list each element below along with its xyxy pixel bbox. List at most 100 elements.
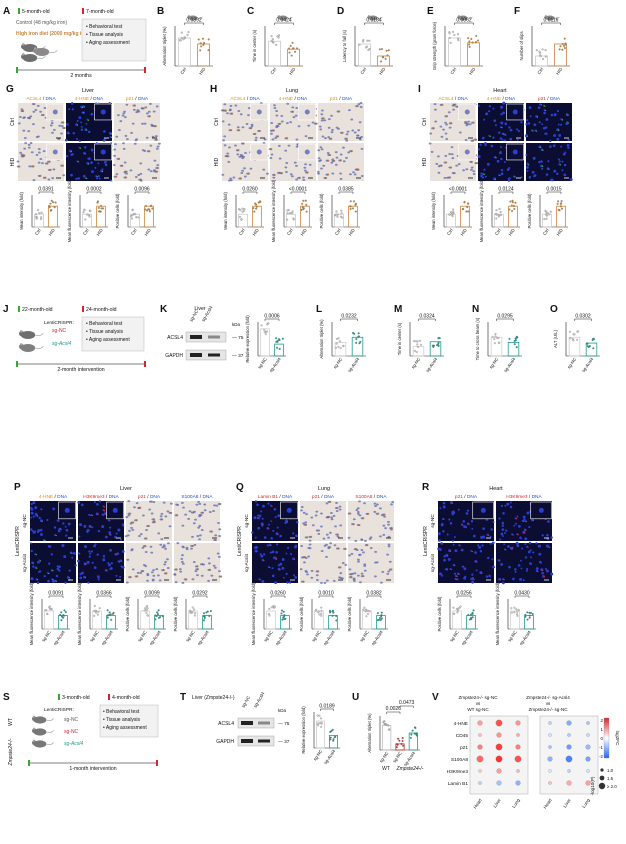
data-point — [355, 337, 358, 340]
nucleus — [507, 545, 510, 548]
nucleus — [528, 541, 532, 545]
data-point — [449, 41, 452, 44]
nucleus — [136, 109, 140, 112]
nucleus — [140, 107, 144, 110]
nucleus — [391, 501, 395, 504]
nucleus — [329, 542, 332, 545]
inset-cell — [256, 109, 262, 115]
nucleus — [221, 173, 225, 176]
data-point — [83, 208, 86, 211]
signal — [567, 122, 569, 124]
nucleus — [334, 163, 338, 166]
nucleus — [181, 554, 184, 557]
nucleus — [37, 560, 40, 564]
nucleus — [78, 535, 81, 538]
stain-title: S100A8 / DNA — [355, 494, 387, 500]
stain — [337, 547, 340, 550]
data-point — [577, 330, 580, 333]
x-tick-label: sg-Acsl4 — [274, 629, 288, 646]
bar-sg-NC — [266, 610, 276, 630]
data-point — [88, 215, 91, 218]
nucleus — [336, 535, 340, 538]
nucleus — [388, 560, 392, 563]
stain — [328, 153, 332, 157]
nucleus — [80, 503, 84, 507]
nucleus — [36, 104, 40, 107]
nucleus — [508, 126, 511, 129]
nucleus — [356, 510, 360, 513]
data-point — [131, 217, 134, 220]
nucleus — [294, 576, 298, 579]
data-point — [202, 43, 205, 46]
nucleus — [145, 529, 148, 532]
nucleus — [481, 176, 485, 179]
nucleus — [347, 536, 351, 539]
stain — [132, 521, 135, 524]
data-point — [267, 322, 270, 325]
nucleus — [500, 168, 504, 172]
nucleus — [524, 542, 527, 546]
nucleus — [184, 513, 188, 516]
panel-letter-I: I — [418, 84, 421, 95]
stain — [358, 523, 361, 527]
nucleus — [444, 154, 448, 157]
nucleus — [561, 169, 564, 172]
quant-Q-0: Mean fluorescence intensity (fold) sg-NC s… — [251, 582, 292, 646]
data-point — [366, 45, 369, 48]
stain — [214, 538, 217, 542]
stain — [453, 104, 456, 107]
significance-bracket — [192, 595, 208, 598]
nucleus — [475, 569, 478, 572]
micrograph-background — [300, 543, 346, 583]
nucleus — [19, 151, 23, 154]
data-point — [382, 721, 385, 724]
data-point — [467, 37, 470, 40]
stain — [238, 129, 241, 132]
nucleus — [275, 114, 279, 117]
x-tick-label: sg-NC — [507, 630, 518, 643]
micrograph-if — [251, 500, 299, 541]
nucleus — [316, 170, 320, 173]
data-point — [437, 342, 440, 345]
data-point — [193, 608, 196, 611]
stain — [445, 161, 448, 164]
significance-bracket — [134, 191, 150, 194]
data-point — [358, 342, 361, 345]
nucleus — [357, 560, 360, 563]
nucleus — [500, 157, 503, 161]
row-label: sg-Acsl4 — [244, 553, 250, 572]
nucleus — [501, 139, 504, 141]
data-point — [544, 49, 547, 52]
nucleus — [341, 561, 345, 564]
nucleus — [151, 135, 155, 138]
x-tick-label: sg-Acsl4 — [460, 629, 474, 646]
y-axis-label: Positive cells (fold) — [115, 193, 120, 229]
signal — [60, 528, 62, 530]
nucleus — [354, 539, 358, 542]
bar-sg-Acsl4 — [154, 615, 164, 630]
panel-letter-S: S — [3, 692, 10, 703]
nucleus — [290, 553, 293, 556]
nucleus — [464, 525, 468, 529]
nucleus — [16, 160, 20, 163]
bar-HID — [554, 43, 567, 67]
nucleus — [328, 531, 332, 534]
nucleus — [245, 123, 249, 126]
nucleus — [192, 522, 196, 525]
data-point — [203, 615, 206, 618]
nucleus — [556, 110, 560, 113]
signal — [530, 563, 532, 565]
dotplot-point — [515, 720, 521, 726]
data-point — [317, 724, 320, 727]
hid-label: High iron diet (2000 mg/kg iron) — [16, 31, 91, 37]
nucleus — [509, 128, 513, 132]
nucleus — [37, 147, 41, 150]
data-point — [509, 200, 512, 203]
data-point — [586, 342, 589, 345]
colorbar-tick: -1 — [599, 745, 603, 750]
nucleus — [437, 532, 441, 536]
data-point — [450, 213, 453, 216]
nucleus — [142, 563, 146, 566]
